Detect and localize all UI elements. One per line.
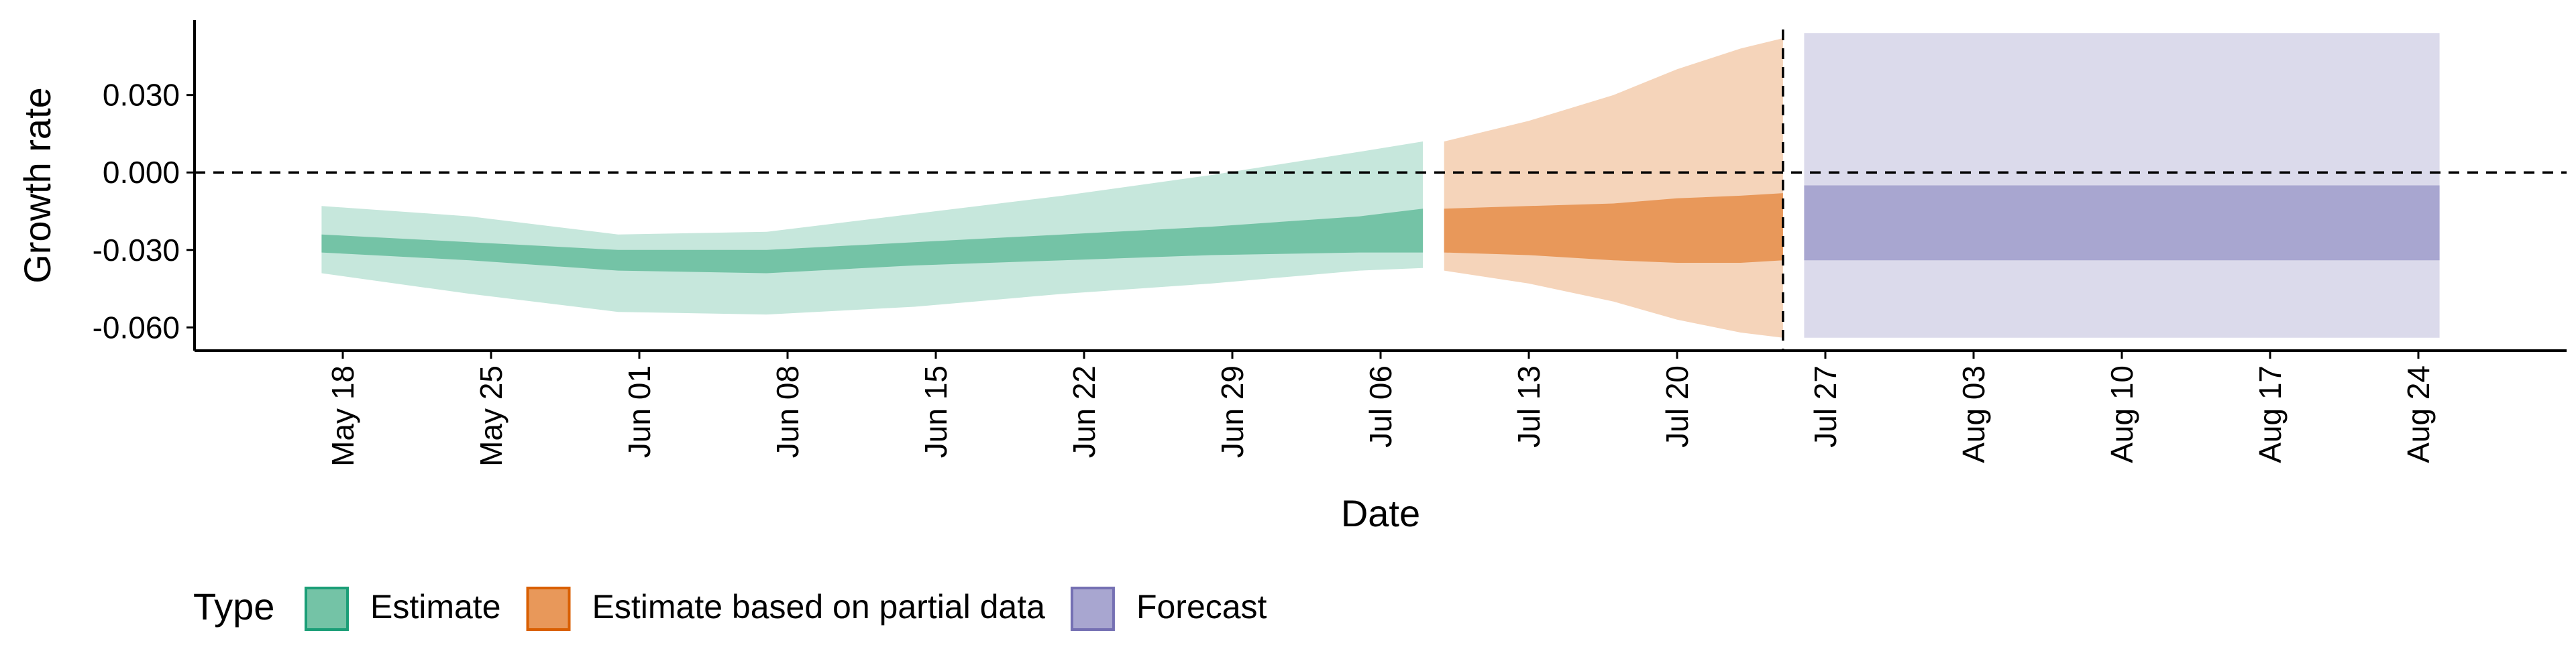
legend-label-estimate: Estimate: [370, 588, 501, 626]
band-inner-forecast: [1804, 185, 2440, 261]
x-tick-label: Aug 24: [2401, 365, 2436, 463]
reference-lines-layer: [195, 30, 2567, 351]
x-tick-label: Aug 10: [2104, 365, 2139, 463]
x-tick-label: Jun 15: [918, 365, 953, 458]
legend: Type Estimate Estimate based on partial da…: [193, 585, 1267, 631]
x-axis-title: Date: [1341, 492, 1420, 534]
y-tick-label: -0.030: [93, 233, 180, 268]
band-outer-estimate-based-on-partial-data: [1444, 38, 1783, 338]
x-tick-label: Jun 22: [1067, 365, 1102, 458]
x-tick-label: Jul 13: [1511, 365, 1546, 448]
x-tick-label: Jun 01: [622, 365, 657, 458]
x-tick-label: May 25: [474, 365, 508, 467]
band-outer-estimate: [321, 141, 1424, 315]
y-tick-label: 0.000: [103, 155, 180, 190]
legend-swatch-estimate: [305, 587, 349, 631]
x-tick-label: Aug 17: [2253, 365, 2288, 463]
y-tick-label: -0.060: [93, 310, 180, 345]
y-axis-title: Growth rate: [16, 87, 58, 284]
y-tick-label: 0.030: [103, 78, 180, 113]
x-tick-label: Jul 27: [1808, 365, 1843, 448]
x-tick-label: Jun 29: [1215, 365, 1250, 458]
band-inner-estimate-based-on-partial-data: [1444, 193, 1783, 263]
legend-label-forecast: Forecast: [1136, 588, 1267, 626]
legend-label-estimate-based-on-partial-data: Estimate based on partial data: [592, 588, 1046, 626]
band-inner-estimate: [321, 209, 1424, 274]
legend-swatch-forecast: [1070, 587, 1115, 631]
x-tick-label: Aug 03: [1956, 365, 1991, 463]
legend-swatch-estimate-based-on-partial-data: [526, 587, 571, 631]
x-tick-label: May 18: [325, 365, 360, 467]
x-tick-label: Jul 20: [1660, 365, 1695, 448]
x-tick-label: Jul 06: [1363, 365, 1398, 448]
x-tick-label: Jun 08: [770, 365, 805, 458]
bands-layer: [321, 33, 2440, 338]
legend-title: Type: [193, 585, 274, 628]
axes-layer: 0.030 0.000 -0.030 -0.060 May 18 May 25 Jun 01…: [16, 20, 2567, 534]
